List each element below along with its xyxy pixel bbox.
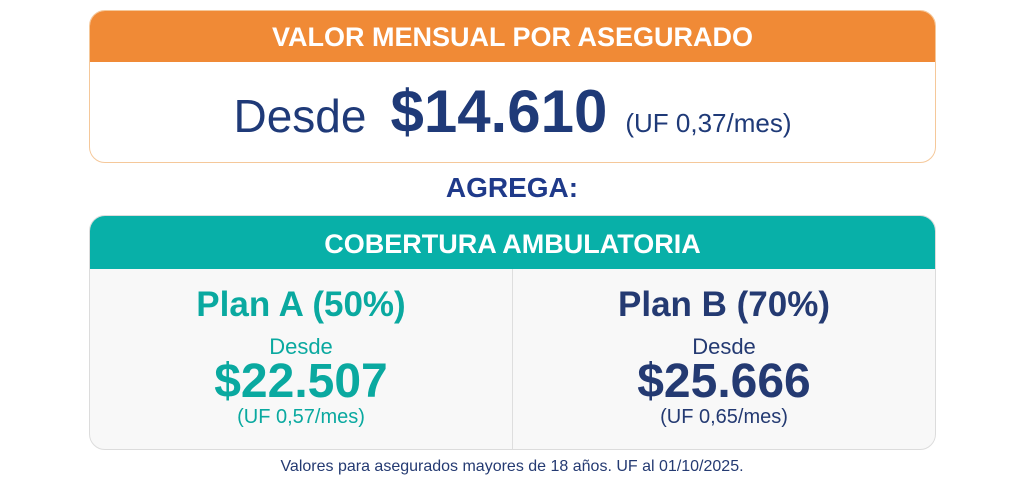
plan-title: Plan A (50%)	[196, 285, 406, 324]
desde-label: Desde	[233, 90, 367, 142]
plan-a: Plan A (50%) Desde $22.507 (UF 0,57/mes)	[90, 269, 512, 449]
plan-uf: (UF 0,65/mes)	[660, 406, 788, 428]
plan-price: $22.507	[214, 355, 388, 408]
monthly-uf: (UF 0,37/mes)	[625, 108, 792, 138]
plan-desde: Desde	[692, 334, 756, 359]
monthly-value-card: VALOR MENSUAL POR ASEGURADO Desde $14.61…	[89, 10, 936, 163]
plans-row: Plan A (50%) Desde $22.507 (UF 0,57/mes)…	[90, 269, 935, 449]
coverage-header: COBERTURA AMBULATORIA	[90, 216, 935, 269]
plan-price: $25.666	[637, 355, 811, 408]
agrega-heading: AGREGA:	[445, 172, 579, 203]
footer-note: Valores para asegurados mayores de 18 añ…	[280, 458, 744, 475]
plan-b: Plan B (70%) Desde $25.666 (UF 0,65/mes)	[512, 269, 935, 449]
coverage-card: COBERTURA AMBULATORIA Plan A (50%) Desde…	[89, 215, 936, 450]
plan-desde: Desde	[269, 334, 333, 359]
plan-title: Plan B (70%)	[618, 285, 830, 324]
plan-uf: (UF 0,57/mes)	[237, 406, 365, 428]
monthly-price: $14.610	[390, 78, 608, 145]
monthly-price-row: Desde $14.610 (UF 0,37/mes)	[90, 62, 935, 162]
monthly-value-header: VALOR MENSUAL POR ASEGURADO	[90, 11, 935, 62]
